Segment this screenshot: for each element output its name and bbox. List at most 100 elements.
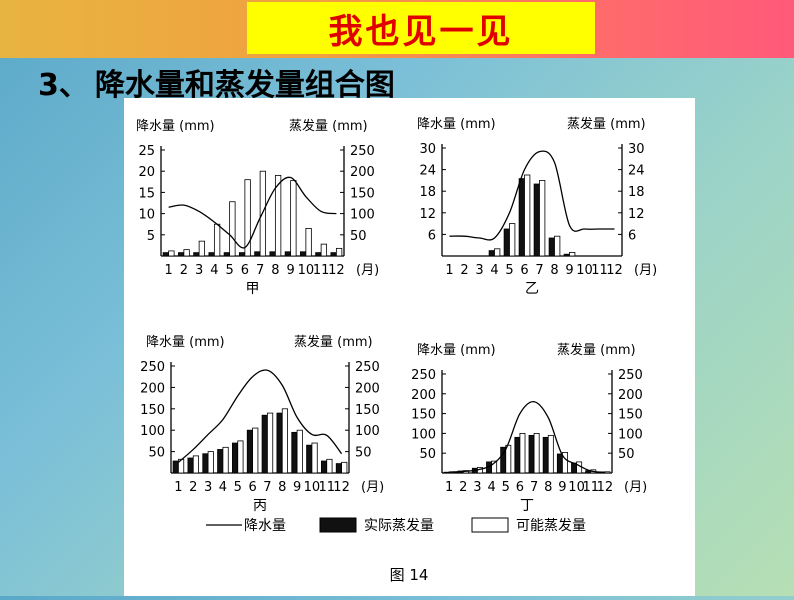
x-tick-label: 9 — [286, 263, 294, 278]
chart-name: 乙 — [525, 281, 539, 297]
bar-actual — [299, 251, 307, 257]
precip-line — [449, 401, 605, 473]
bar-potential — [305, 228, 312, 257]
chart-name: 丙 — [253, 498, 267, 514]
bar-actual — [238, 252, 246, 257]
bar-potential — [569, 251, 576, 257]
bar-actual — [291, 431, 298, 474]
bar-potential — [320, 243, 328, 257]
x-tick-label: 4 — [490, 263, 498, 278]
bar-actual — [269, 251, 276, 257]
x-tick-label: 2 — [180, 263, 188, 278]
x-tick-label: 1 — [445, 263, 453, 278]
bar-potential — [576, 461, 583, 474]
bar-actual — [315, 252, 322, 257]
x-tick-label: 10 — [568, 480, 585, 495]
x-tick-label: 1 — [445, 480, 453, 495]
right-tick-label: 50 — [355, 446, 372, 461]
x-tick-label: 9 — [558, 480, 566, 495]
chart-name: 丁 — [520, 498, 534, 514]
bar-potential — [505, 444, 512, 474]
left-tick-label: 10 — [138, 208, 155, 223]
bar-actual — [246, 429, 253, 474]
left-tick-label: 50 — [148, 446, 165, 461]
combined-chart-figure: 降水量 (mm) 蒸发量 (mm)510152025501001502002501… — [136, 116, 657, 584]
x-tick-label: 2 — [189, 480, 197, 495]
x-tick-label: 11 — [313, 263, 330, 278]
x-tick-label: 10 — [304, 480, 321, 495]
x-tick-label: 9 — [293, 480, 301, 495]
bar-potential — [533, 432, 540, 474]
bar-potential — [494, 248, 501, 257]
x-tick-label: 6 — [241, 263, 249, 278]
right-tick-label: 150 — [355, 403, 380, 418]
bar-actual — [514, 436, 521, 474]
bar-potential — [222, 446, 229, 474]
left-tick-label: 5 — [147, 229, 155, 244]
right-tick-label: 100 — [355, 424, 380, 439]
right-tick-label: 250 — [350, 144, 375, 159]
bar-potential — [198, 240, 206, 257]
bar-actual — [193, 252, 200, 257]
x-tick-label: 12 — [328, 263, 345, 278]
left-tick-label: 250 — [411, 368, 436, 383]
right-tick-label: 6 — [628, 228, 636, 243]
bar-potential — [237, 440, 244, 474]
bar-potential — [207, 451, 214, 474]
left-tick-label: 12 — [419, 207, 436, 222]
x-tick-label: 8 — [271, 263, 279, 278]
x-unit-label: (月) — [634, 263, 657, 278]
x-tick-label: 2 — [459, 480, 467, 495]
right-tick-label: 100 — [350, 208, 375, 223]
x-tick-label: 5 — [234, 480, 242, 495]
bar-potential — [491, 460, 498, 474]
left-tick-label: 50 — [419, 447, 436, 462]
right-tick-label: 200 — [355, 381, 380, 396]
left-tick-label: 200 — [140, 381, 165, 396]
bar-actual — [162, 252, 170, 257]
bar-actual — [556, 453, 563, 474]
x-tick-label: 5 — [225, 263, 233, 278]
bar-actual — [261, 414, 268, 474]
x-tick-label: 12 — [597, 480, 614, 495]
heading-text: 降水量和蒸发量组合图 — [94, 68, 395, 103]
x-tick-label: 6 — [248, 480, 256, 495]
bar-potential — [183, 249, 190, 257]
legend-potential-label: 可能蒸发量 — [516, 518, 586, 534]
left-tick-label: 25 — [138, 144, 155, 159]
bar-potential — [524, 174, 531, 257]
bar-potential — [274, 175, 282, 257]
bar-potential — [509, 223, 516, 257]
x-tick-label: 6 — [520, 263, 528, 278]
right-tick-label: 50 — [618, 447, 635, 462]
left-tick-label: 6 — [428, 228, 436, 243]
left-tick-label: 150 — [411, 408, 436, 423]
x-tick-label: 3 — [475, 263, 483, 278]
right-tick-label: 200 — [350, 165, 375, 180]
x-unit-label: (月) — [356, 263, 379, 278]
left-axis-title: 降水量 (mm) — [417, 117, 496, 132]
chart-4: 降水量 (mm) 蒸发量 (mm) 50 100 150 200 250 50 100 150 20… — [411, 342, 647, 514]
x-tick-label: 6 — [516, 480, 524, 495]
left-axis-title: 降水量 (mm) — [146, 335, 225, 350]
bar-actual — [542, 436, 549, 474]
bar-potential — [547, 434, 554, 474]
x-tick-label: 3 — [473, 480, 481, 495]
x-tick-label: 7 — [535, 263, 543, 278]
left-tick-label: 20 — [138, 165, 155, 180]
bar-actual — [217, 449, 224, 474]
x-tick-label: 12 — [333, 480, 350, 495]
x-tick-label: 8 — [544, 480, 552, 495]
x-unit-label: (月) — [361, 480, 384, 495]
x-tick-label: 4 — [219, 480, 227, 495]
bar-actual — [330, 252, 337, 257]
bar-potential — [562, 452, 568, 474]
left-tick-label: 100 — [411, 427, 436, 442]
right-tick-label: 250 — [355, 360, 380, 375]
bar-potential — [192, 455, 199, 474]
legend-actual-label: 实际蒸发量 — [364, 518, 434, 534]
bar-potential — [229, 201, 236, 257]
x-tick-label: 1 — [174, 480, 182, 495]
legend: 降水量 实际蒸发量 可能蒸发量 — [206, 517, 586, 534]
bar-actual — [187, 457, 194, 474]
